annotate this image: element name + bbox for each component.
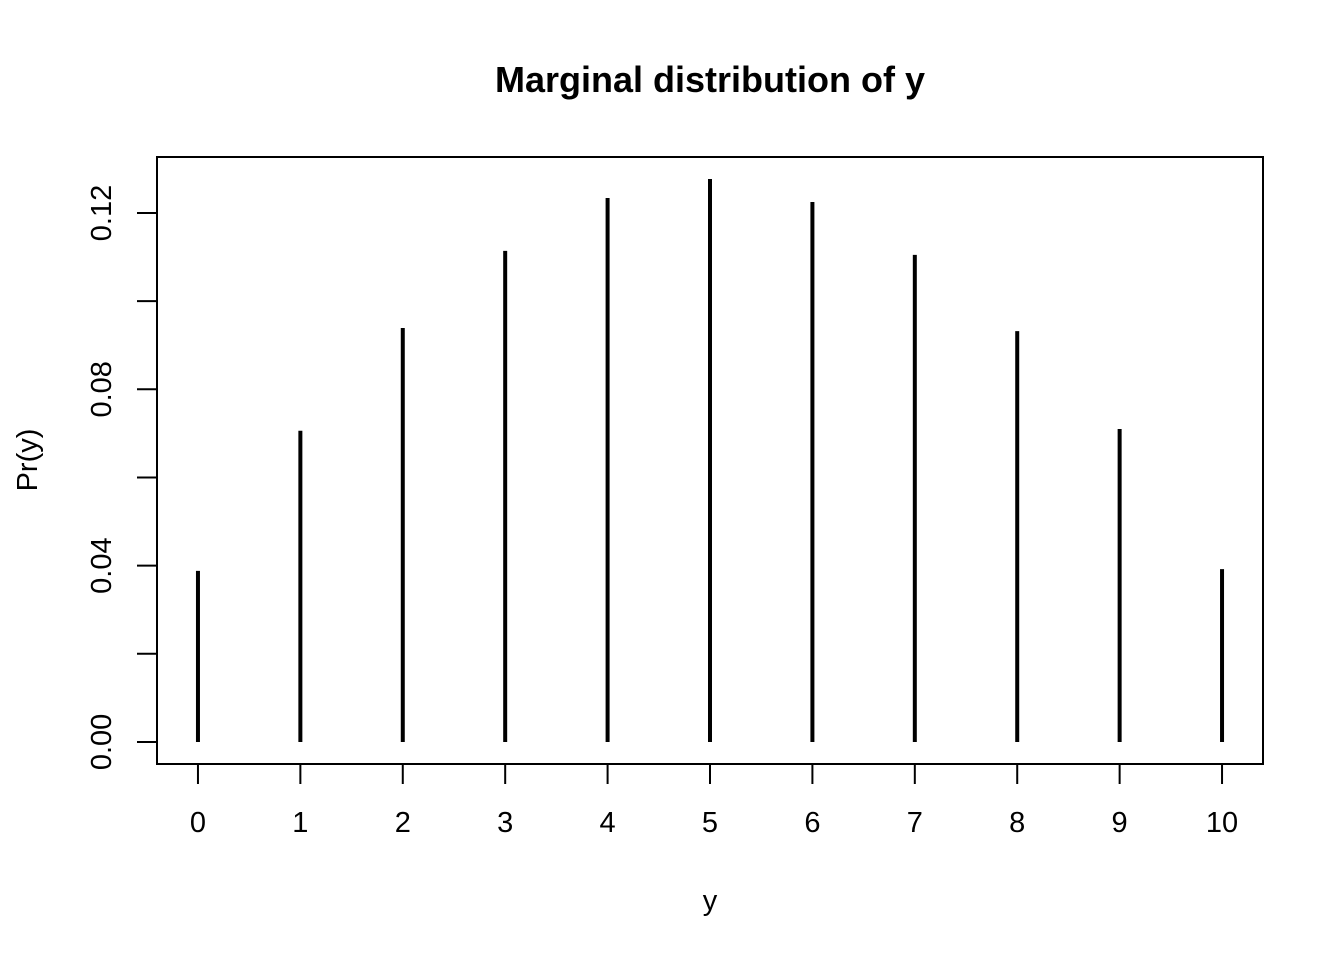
x-tick-label: 9: [1112, 807, 1128, 839]
x-tick-label: 3: [497, 807, 513, 839]
x-tick-label: 2: [395, 807, 411, 839]
x-axis-label: y: [703, 885, 718, 917]
y-tick-label: 0.04: [86, 537, 118, 593]
x-tick-label: 1: [292, 807, 308, 839]
x-tick-label: 0: [190, 807, 206, 839]
x-tick-label: 5: [702, 807, 718, 839]
x-tick-label: 4: [600, 807, 616, 839]
marks: [195, 179, 1225, 742]
y-tick-label: 0.12: [86, 185, 118, 241]
x-tick-label: 6: [804, 807, 820, 839]
y-axis-label: Pr(y): [12, 429, 44, 492]
y-axis: 0.00 0.04 0.08 0.12: [86, 185, 158, 770]
y-tick-label: 0.00: [86, 714, 118, 770]
x-tick-label: 8: [1009, 807, 1025, 839]
x-tick-label: 7: [907, 807, 923, 839]
y-tick-label: 0.08: [86, 361, 118, 417]
x-axis: 0 1 2 3 4 5 6 7 8 9 10: [190, 763, 1238, 839]
x-tick-label: 10: [1206, 807, 1238, 839]
chart-title: Marginal distribution of y: [495, 59, 925, 100]
